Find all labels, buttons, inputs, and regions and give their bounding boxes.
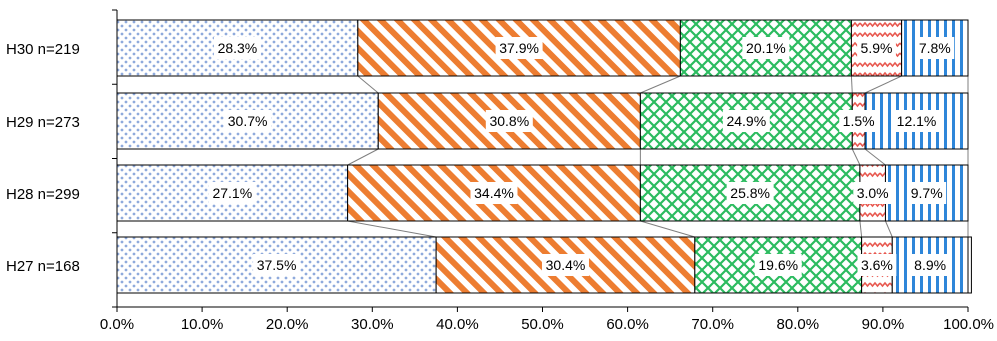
x-tick-label-3: 30.0% [351, 316, 394, 333]
data-label-bg-3-0 [253, 254, 301, 276]
data-label-0-2: 20.1% [746, 40, 786, 56]
data-label-0-0: 28.3% [218, 40, 258, 56]
data-label-3-3: 3.6% [861, 257, 893, 273]
data-label-bg-0-3 [857, 37, 896, 59]
data-label-bg-3-4 [910, 254, 950, 276]
data-label-bg-3-2 [754, 254, 802, 276]
data-label-bg-0-4 [915, 37, 955, 59]
data-label-bg-1-1 [485, 110, 533, 132]
x-tick-label-9: 90.0% [862, 316, 905, 333]
bars [116, 19, 972, 294]
series-line-2-2 [859, 220, 863, 238]
data-label-bg-1-4 [893, 110, 941, 132]
series-line-0-3 [864, 75, 902, 94]
x-tick-label-1: 10.0% [181, 316, 224, 333]
data-label-0-3: 5.9% [861, 40, 893, 56]
data-label-bg-2-0 [208, 182, 256, 204]
data-label-2-3: 3.0% [857, 185, 889, 201]
data-label-bg-3-3 [857, 254, 897, 276]
x-tick-label-10: 100.0% [943, 316, 994, 333]
data-label-1-2: 24.9% [726, 113, 766, 129]
series-line-2-1 [640, 220, 695, 238]
data-label-3-4: 8.9% [914, 257, 946, 273]
data-label-2-1: 34.4% [474, 185, 514, 201]
data-labels: 28.3% 37.9% 20.1% 5.9% 7.8% 30.7% 30.8% 24.9% 1.… [208, 37, 955, 276]
series-line-1-2 [851, 148, 861, 166]
data-label-bg-2-1 [470, 182, 518, 204]
data-label-2-4: 9.7% [911, 185, 943, 201]
data-label-bg-2-2 [726, 182, 774, 204]
x-tick-label-5: 50.0% [521, 316, 564, 333]
series-line-1-3 [864, 148, 886, 166]
data-label-2-2: 25.8% [730, 185, 770, 201]
category-label-3: H27 n=168 [6, 258, 80, 275]
data-label-bg-1-0 [224, 110, 272, 132]
series-line-0-1 [640, 75, 681, 94]
data-label-1-1: 30.8% [489, 113, 529, 129]
data-label-2-0: 27.1% [212, 185, 252, 201]
x-tick-label-0: 0.0% [100, 316, 134, 333]
data-label-bg-1-3 [839, 110, 879, 132]
x-tick-label-4: 40.0% [436, 316, 479, 333]
x-tick-label-8: 80.0% [777, 316, 820, 333]
x-tick-label-2: 20.0% [266, 316, 309, 333]
bar-segment-3-5 [967, 236, 972, 294]
data-label-bg-0-2 [742, 37, 790, 59]
data-label-bg-0-0 [213, 37, 261, 59]
series-line-2-0 [347, 220, 437, 238]
category-label-0: H30 n=219 [6, 41, 80, 58]
category-label-1: H29 n=273 [6, 114, 80, 131]
data-label-3-2: 19.6% [758, 257, 798, 273]
data-label-0-4: 7.8% [919, 40, 951, 56]
data-label-1-4: 12.1% [897, 113, 937, 129]
x-tick-label-6: 60.0% [606, 316, 649, 333]
series-line-0-2 [850, 75, 853, 94]
data-label-bg-0-1 [495, 37, 543, 59]
series-line-0-0 [357, 75, 379, 94]
data-label-bg-1-2 [722, 110, 770, 132]
data-label-1-3: 1.5% [843, 113, 875, 129]
data-label-bg-2-4 [907, 182, 947, 204]
series-line-2-3 [884, 220, 893, 238]
data-label-bg-2-3 [853, 182, 893, 204]
axes: H30 n=219 H29 n=273 H28 n=299 H27 n=168 0.0%… [6, 9, 994, 333]
category-label-2: H28 n=299 [6, 186, 80, 203]
data-label-1-0: 30.7% [228, 113, 268, 129]
x-tick-label-7: 70.0% [691, 316, 734, 333]
series-lines [347, 75, 969, 238]
data-label-3-0: 37.5% [257, 257, 297, 273]
data-label-3-1: 30.4% [546, 257, 586, 273]
data-label-0-1: 37.9% [499, 40, 539, 56]
series-line-1-0 [347, 148, 379, 166]
data-label-bg-3-1 [541, 254, 589, 276]
